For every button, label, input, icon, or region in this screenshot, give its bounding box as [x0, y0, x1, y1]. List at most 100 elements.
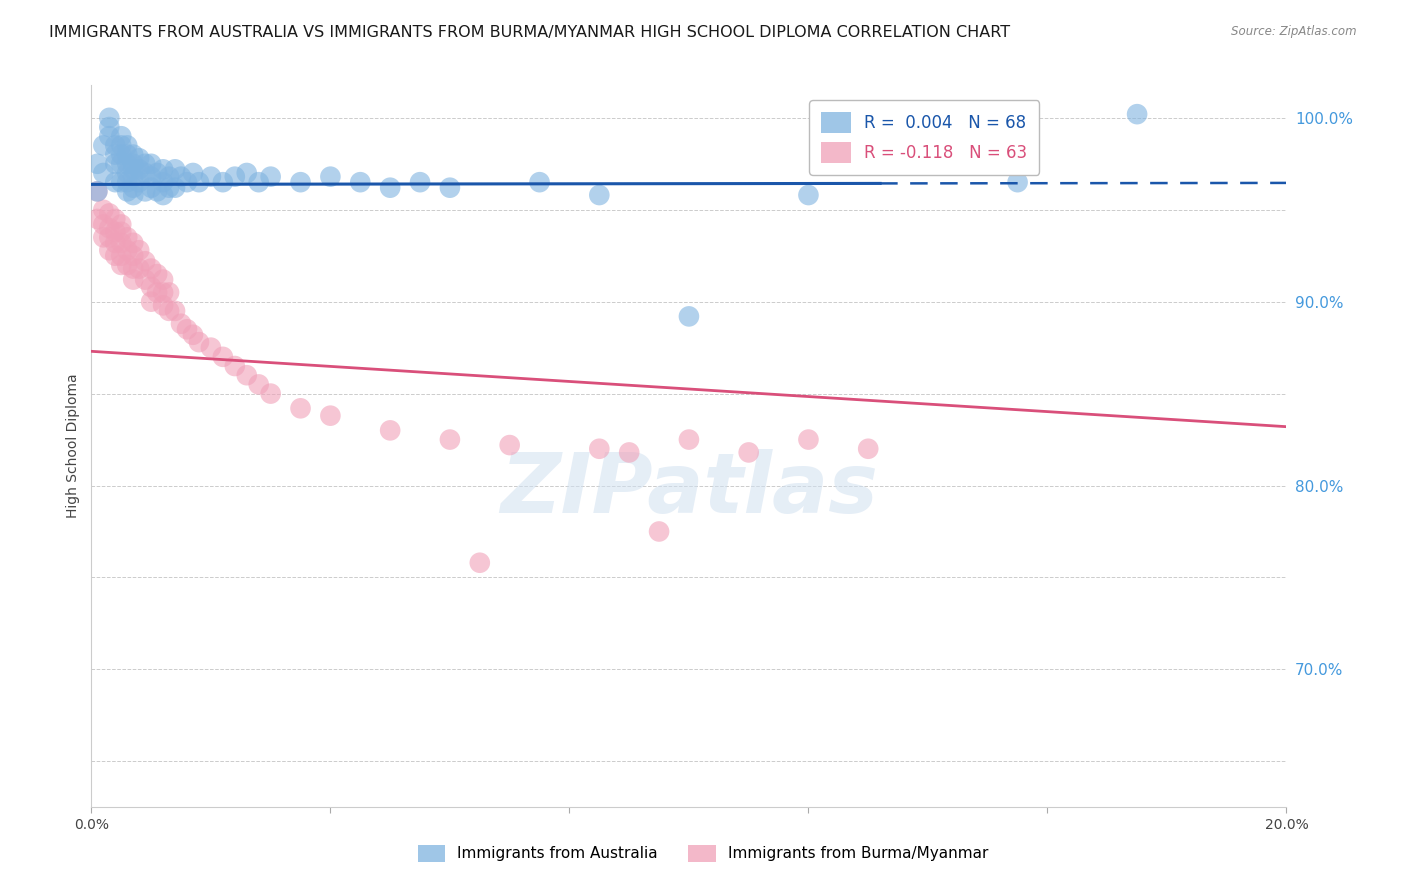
Point	[648, 524, 671, 539]
Point	[115, 166, 138, 180]
Point	[104, 249, 127, 263]
Point	[319, 409, 342, 423]
Point	[115, 230, 138, 244]
Point	[110, 258, 132, 272]
Point	[247, 175, 270, 189]
Point	[128, 261, 150, 276]
Point	[224, 359, 246, 373]
Point	[128, 151, 150, 165]
Point	[122, 180, 145, 194]
Point	[128, 175, 150, 189]
Point	[259, 169, 281, 184]
Point	[529, 175, 551, 189]
Point	[678, 433, 700, 447]
Point	[588, 188, 610, 202]
Point	[115, 185, 138, 199]
Point	[235, 368, 259, 383]
Point	[141, 157, 163, 171]
Point	[93, 218, 115, 232]
Point	[122, 157, 145, 171]
Point	[152, 285, 174, 300]
Point	[98, 120, 121, 134]
Point	[176, 322, 198, 336]
Point	[93, 166, 115, 180]
Point	[93, 138, 115, 153]
Point	[141, 180, 163, 194]
Point	[110, 138, 132, 153]
Point	[152, 298, 174, 312]
Point	[122, 188, 145, 202]
Text: IMMIGRANTS FROM AUSTRALIA VS IMMIGRANTS FROM BURMA/MYANMAR HIGH SCHOOL DIPLOMA C: IMMIGRANTS FROM AUSTRALIA VS IMMIGRANTS …	[49, 25, 1011, 40]
Point	[98, 243, 121, 257]
Point	[98, 230, 121, 244]
Point	[157, 180, 180, 194]
Point	[98, 206, 121, 220]
Point	[797, 433, 820, 447]
Point	[98, 129, 121, 144]
Point	[439, 180, 461, 194]
Point	[290, 401, 312, 416]
Point	[181, 327, 204, 342]
Point	[146, 267, 169, 281]
Point	[122, 249, 145, 263]
Point	[86, 211, 108, 226]
Point	[128, 162, 150, 177]
Point	[146, 166, 169, 180]
Point	[163, 180, 186, 194]
Point	[619, 445, 641, 459]
Point	[110, 225, 132, 239]
Point	[409, 175, 432, 189]
Point	[115, 138, 138, 153]
Point	[157, 285, 180, 300]
Point	[200, 169, 222, 184]
Point	[170, 317, 193, 331]
Point	[439, 433, 461, 447]
Point	[211, 350, 233, 364]
Point	[122, 162, 145, 177]
Point	[110, 147, 132, 161]
Point	[128, 243, 150, 257]
Point	[110, 249, 132, 263]
Point	[152, 175, 174, 189]
Point	[468, 556, 491, 570]
Point	[163, 304, 186, 318]
Point	[146, 285, 169, 300]
Point	[110, 235, 132, 250]
Point	[858, 442, 880, 456]
Point	[678, 310, 700, 324]
Point	[181, 166, 204, 180]
Point	[110, 218, 132, 232]
Point	[176, 175, 198, 189]
Point	[93, 230, 115, 244]
Point	[115, 258, 138, 272]
Point	[134, 254, 156, 268]
Point	[146, 185, 169, 199]
Point	[104, 138, 127, 153]
Point	[122, 147, 145, 161]
Point	[200, 341, 222, 355]
Point	[115, 243, 138, 257]
Point	[110, 175, 132, 189]
Point	[141, 294, 163, 309]
Point	[104, 235, 127, 250]
Point	[98, 111, 121, 125]
Point	[152, 162, 174, 177]
Point	[211, 175, 233, 189]
Point	[93, 202, 115, 217]
Point	[104, 157, 127, 171]
Point	[122, 235, 145, 250]
Point	[122, 272, 145, 286]
Point	[1126, 107, 1149, 121]
Point	[1007, 175, 1029, 189]
Point	[98, 221, 121, 235]
Legend: Immigrants from Australia, Immigrants from Burma/Myanmar: Immigrants from Australia, Immigrants fr…	[412, 838, 994, 868]
Point	[797, 188, 820, 202]
Y-axis label: High School Diploma: High School Diploma	[66, 374, 80, 518]
Point	[499, 438, 522, 452]
Point	[188, 335, 211, 350]
Point	[588, 442, 610, 456]
Point	[737, 445, 759, 459]
Point	[163, 162, 186, 177]
Point	[86, 185, 108, 199]
Point	[247, 377, 270, 392]
